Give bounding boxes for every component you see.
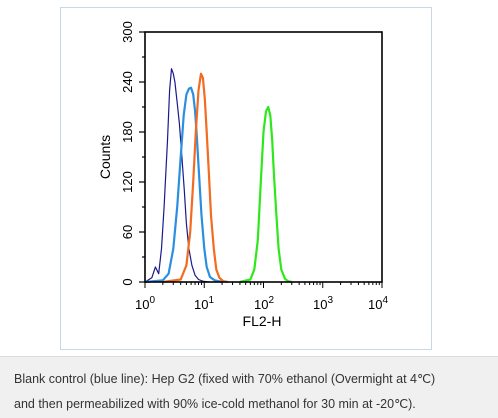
x-tick-exp-1e3: 3 — [327, 295, 333, 306]
y-tick-label-0: 0 — [120, 278, 135, 285]
x-tick-label-1e2: 102 — [254, 295, 274, 312]
x-axis-ticks — [144, 282, 383, 288]
x-tick-label-1e0: 100 — [135, 295, 155, 312]
flow-cytometry-histogram: 0 60 120 180 240 300 Counts 100 101 102 … — [97, 21, 388, 329]
y-tick-label-300: 300 — [120, 21, 135, 43]
y-axis-ticks — [139, 31, 145, 283]
x-tick-labels: 100 101 102 103 104 — [135, 295, 388, 312]
x-axis-title: FL2-H — [243, 313, 282, 329]
y-tick-label-180: 180 — [120, 121, 135, 143]
x-tick-exp-1e4: 4 — [382, 295, 388, 306]
x-tick-base-1e0: 10 — [135, 297, 149, 312]
y-tick-labels: 0 60 120 180 240 300 — [120, 21, 135, 285]
histogram-series-0 — [144, 68, 209, 283]
x-tick-base-1e3: 10 — [313, 297, 327, 312]
figure-frame — [60, 7, 432, 350]
x-tick-label-1e3: 103 — [313, 295, 333, 312]
histogram-series-1 — [144, 86, 223, 284]
y-axis-title: Counts — [97, 135, 113, 179]
x-tick-base-1e4: 10 — [368, 297, 382, 312]
y-tick-label-60: 60 — [120, 225, 135, 239]
x-tick-base-1e1: 10 — [194, 297, 208, 312]
x-tick-exp-1e1: 1 — [208, 295, 214, 306]
x-tick-label-1e1: 101 — [194, 295, 214, 312]
x-tick-exp-1e0: 0 — [149, 295, 155, 306]
y-tick-label-120: 120 — [120, 171, 135, 193]
histogram-series-3 — [239, 105, 293, 284]
caption-line-2: and then permeabilized with 90% ice-cold… — [14, 397, 416, 411]
x-tick-base-1e2: 10 — [254, 297, 268, 312]
figure-caption: Blank control (blue line): Hep G2 (fixed… — [0, 356, 498, 418]
x-tick-label-1e4: 104 — [368, 295, 388, 312]
series-group — [144, 68, 293, 284]
histogram-series-2 — [162, 72, 228, 284]
y-tick-label-240: 240 — [120, 71, 135, 93]
caption-line-1: Blank control (blue line): Hep G2 (fixed… — [14, 372, 436, 386]
x-tick-exp-1e2: 2 — [268, 295, 274, 306]
